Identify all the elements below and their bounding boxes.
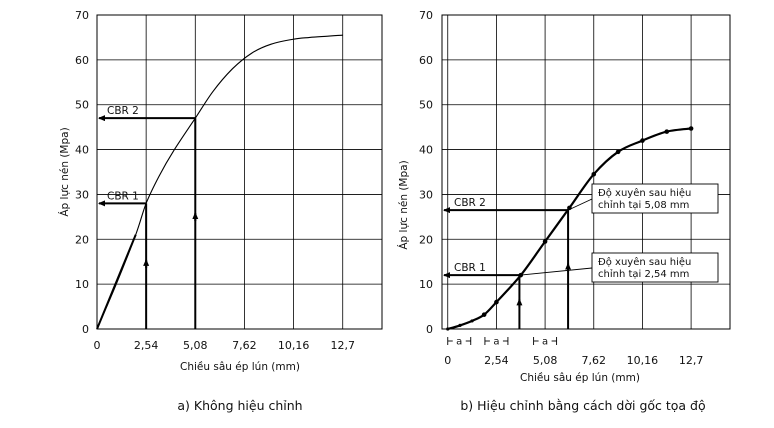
chart-a-cbr-label: CBR 2	[107, 105, 139, 117]
chart-b-x-tick-label: 7,62	[582, 354, 607, 367]
chart-b-annotation-text: Độ xuyên sau hiệu	[598, 187, 691, 199]
chart-a-frame	[96, 14, 383, 330]
chart-b-data-point	[640, 138, 645, 143]
chart-b-annotation-text: chỉnh tại 2,54 mm	[598, 268, 689, 280]
chart-a-cbr-label: CBR 1	[107, 190, 139, 202]
chart-b-cbr-label: CBR 2	[454, 197, 486, 209]
chart-a: 0 10 20 30 40 50 60 70 0 2,54 5,08 7,62 10,16 12,7 C…	[58, 9, 383, 413]
chart-a-x-tick-label: 7,62	[232, 339, 257, 352]
chart-b-y-tick-labels: 0 10 20 30 40 50 60 70	[419, 9, 433, 336]
chart-b-x-tick-label: 5,08	[533, 354, 558, 367]
chart-b: 0 10 20 30 40 50 60 70 0 2,54 5,08 7,62 10,16 12,7 a…	[397, 9, 731, 413]
chart-b-annotation-leader	[567, 198, 593, 211]
chart-b-annotation-box	[591, 183, 719, 214]
chart-b-data-point	[470, 319, 474, 323]
chart-b-y-tick-label: 60	[419, 54, 433, 67]
chart-b-data-point	[615, 149, 621, 155]
chart-a-y-tick-label: 20	[75, 233, 89, 246]
chart-b-x-axis-label: Chiều sâu ép lún (mm)	[520, 372, 640, 384]
chart-a-y-tick-label: 40	[75, 144, 89, 157]
chart-b-annotation-text: chỉnh tại 5,08 mm	[598, 199, 689, 211]
chart-b-data-point	[688, 126, 694, 131]
chart-a-x-tick-label: 12,7	[330, 339, 355, 352]
chart-b-y-tick-label: 50	[419, 99, 433, 112]
chart-b-series	[446, 126, 694, 331]
chart-a-y-tick-label: 60	[75, 54, 89, 67]
chart-a-x-tick-label: 2,54	[134, 339, 159, 352]
chart-b-offset-label: a	[542, 337, 548, 348]
chart-a-y-tick-labels: 0 10 20 30 40 50 60 70	[75, 9, 89, 336]
chart-b-x-tick-label: 0	[444, 354, 451, 367]
chart-b-data-point	[591, 171, 597, 177]
chart-a-x-tick-label: 5,08	[183, 339, 208, 352]
chart-b-data-point	[494, 299, 499, 305]
chart-b-y-tick-label: 0	[426, 323, 433, 336]
chart-a-y-tick-label: 10	[75, 278, 89, 291]
chart-a-series	[96, 34, 343, 330]
chart-a-x-tick-label: 0	[94, 339, 101, 352]
chart-a-series-line	[96, 34, 343, 330]
chart-b-data-point	[542, 239, 548, 244]
chart-b-y-tick-label: 10	[419, 278, 433, 291]
chart-a-initial-segment	[96, 234, 137, 330]
chart-a-y-tick-label: 0	[82, 323, 89, 336]
chart-a-x-tick-labels: 0 2,54 5,08 7,62 10,16 12,7	[94, 339, 355, 352]
chart-a-cbr-markers: CBR 1 CBR 2	[98, 105, 199, 329]
chart-b-offset-label: a	[493, 337, 499, 348]
chart-a-y-tick-label: 30	[75, 188, 89, 201]
chart-b-data-point	[664, 129, 670, 134]
chart-b-offset-label: a	[456, 337, 462, 348]
chart-a-y-axis-label: Áp lực nén (Mpa)	[58, 127, 71, 216]
chart-b-data-point	[481, 312, 487, 317]
chart-b-x-tick-label: 2,54	[484, 354, 509, 367]
chart-b-caption: b) Hiệu chỉnh bằng cách dời gốc tọa độ	[460, 398, 705, 413]
chart-b-y-axis-label: Áp lực nén (Mpa)	[397, 160, 410, 249]
chart-b-y-tick-label: 40	[419, 144, 433, 157]
chart-b-x-tick-label: 12,7	[679, 354, 704, 367]
chart-a-caption: a) Không hiệu chỉnh	[177, 398, 302, 413]
chart-b-frame	[441, 14, 731, 330]
chart-b-y-tick-label: 70	[419, 9, 433, 22]
chart-a-x-axis-label: Chiều sâu ép lún (mm)	[180, 361, 300, 373]
chart-b-x-tick-labels: 0 2,54 5,08 7,62 10,16 12,7	[444, 354, 703, 367]
chart-b-annotation-box	[591, 252, 719, 283]
chart-a-y-tick-label: 50	[75, 99, 89, 112]
chart-b-data-point	[446, 327, 450, 331]
chart-b-y-tick-label: 30	[419, 188, 433, 201]
chart-b-annotation-text: Độ xuyên sau hiệu	[598, 256, 691, 268]
chart-b-annotation-leader	[519, 267, 593, 276]
chart-a-y-tick-label: 70	[75, 9, 89, 22]
chart-b-series-line	[447, 127, 692, 331]
chart-b-cbr-label: CBR 1	[454, 262, 486, 274]
chart-b-y-tick-label: 20	[419, 233, 433, 246]
chart-b-data-point	[458, 323, 462, 328]
chart-a-x-tick-label: 10,16	[278, 339, 310, 352]
chart-b-x-tick-label: 10,16	[627, 354, 659, 367]
